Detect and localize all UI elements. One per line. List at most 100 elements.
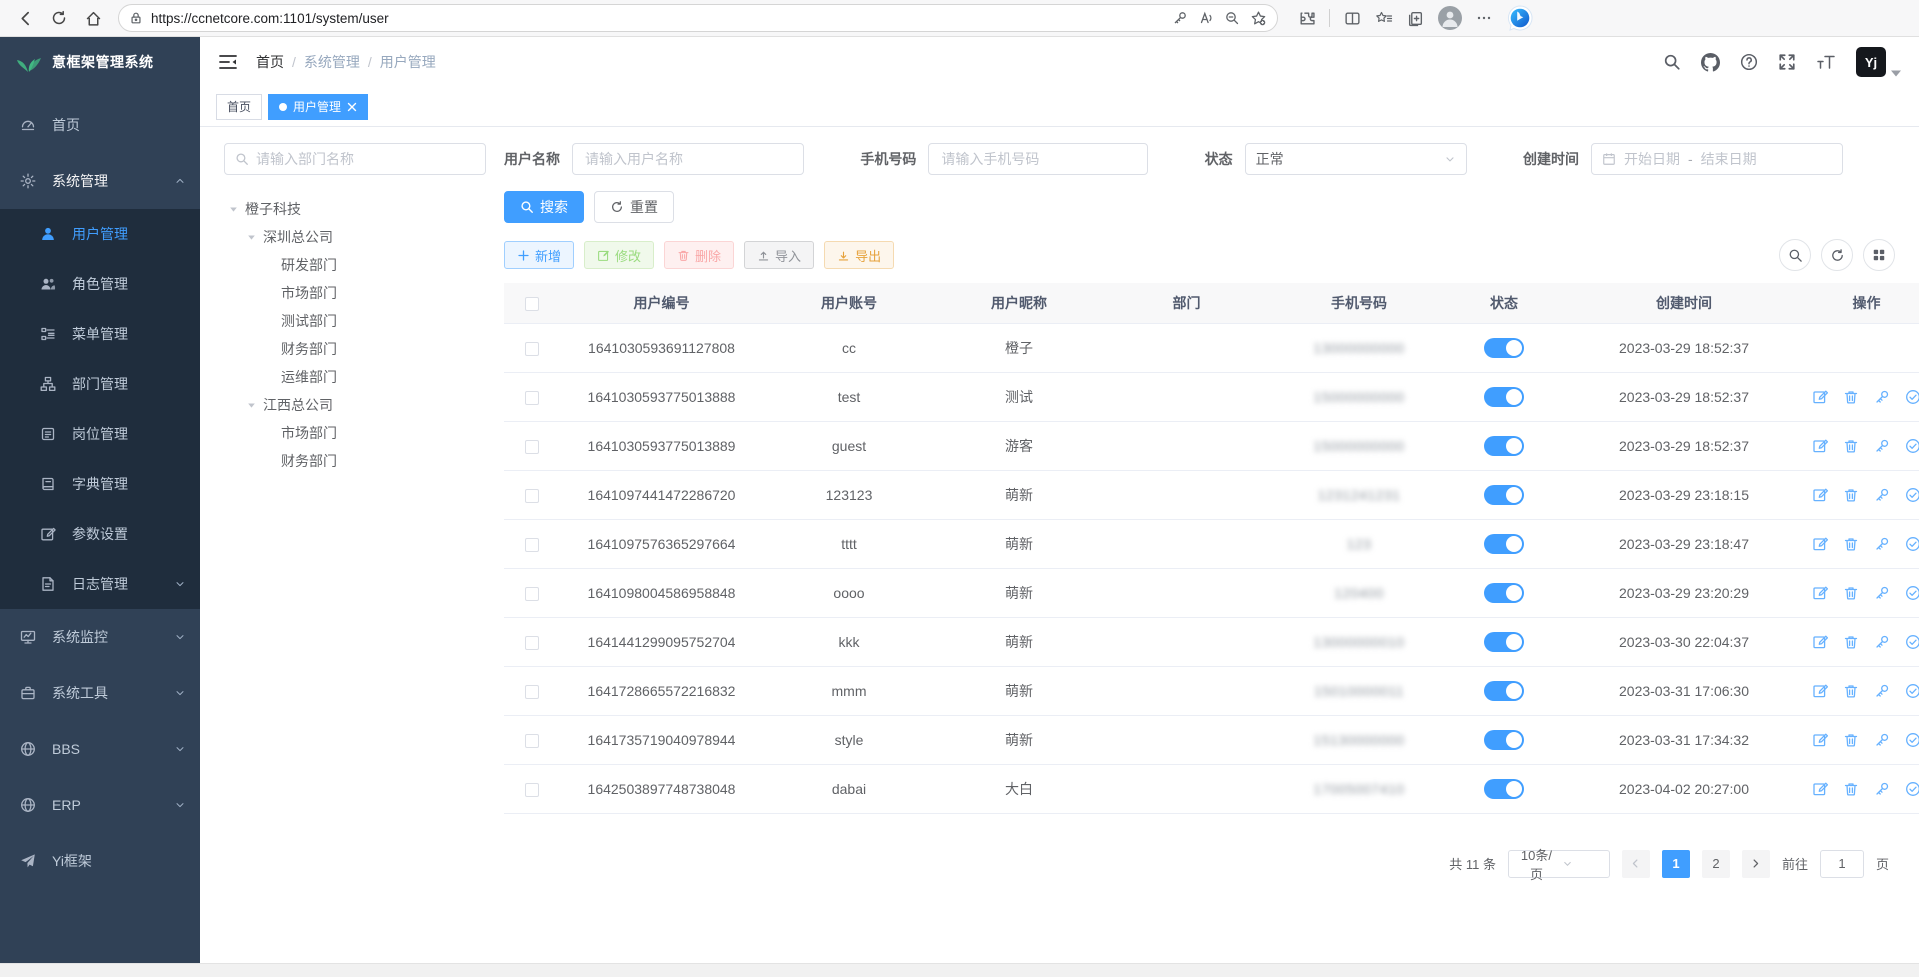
delete-icon[interactable] <box>1843 634 1859 650</box>
split-screen-icon[interactable] <box>1344 10 1361 27</box>
tree-node[interactable]: 市场部门 <box>281 285 337 301</box>
edit-icon[interactable] <box>1812 781 1828 797</box>
edit-icon[interactable] <box>1812 536 1828 552</box>
row-checkbox[interactable] <box>524 488 539 503</box>
edit-icon[interactable] <box>1812 585 1828 601</box>
edit-icon[interactable] <box>1812 634 1828 650</box>
row-checkbox[interactable] <box>524 439 539 454</box>
date-range-picker[interactable]: 开始日期 - 结束日期 <box>1590 143 1843 175</box>
sidebar-item-role-management[interactable]: 角色管理 <box>0 259 200 309</box>
edit-icon[interactable] <box>1812 732 1828 748</box>
zoom-out-icon[interactable] <box>1224 10 1240 26</box>
status-toggle[interactable] <box>1484 582 1524 603</box>
reset-password-icon[interactable] <box>1874 389 1890 405</box>
username-input[interactable] <box>572 143 804 175</box>
row-checkbox[interactable] <box>524 635 539 650</box>
delete-icon[interactable] <box>1843 536 1859 552</box>
tree-node[interactable]: 测试部门 <box>281 313 337 329</box>
add-button[interactable]: 新增 <box>504 241 575 269</box>
edit-icon[interactable] <box>1812 389 1828 405</box>
help-icon[interactable] <box>1740 53 1758 71</box>
add-favorite-icon[interactable] <box>1250 10 1267 27</box>
reset-password-icon[interactable] <box>1874 536 1890 552</box>
row-checkbox[interactable] <box>524 684 539 699</box>
search-button[interactable]: 搜索 <box>504 191 584 223</box>
password-key-icon[interactable] <box>1172 10 1188 26</box>
sidebar-item-post-management[interactable]: 岗位管理 <box>0 409 200 459</box>
sidebar-item-system-tools[interactable]: 系统工具 <box>0 665 200 721</box>
sidebar-item-dept-management[interactable]: 部门管理 <box>0 359 200 409</box>
delete-icon[interactable] <box>1843 781 1859 797</box>
status-toggle[interactable] <box>1484 435 1524 456</box>
column-settings-button[interactable] <box>1863 239 1895 271</box>
reset-password-icon[interactable] <box>1874 438 1890 454</box>
row-checkbox[interactable] <box>524 586 539 601</box>
home-icon[interactable] <box>78 4 108 32</box>
modify-button[interactable]: 修改 <box>584 241 655 269</box>
delete-icon[interactable] <box>1843 683 1859 699</box>
import-button[interactable]: 导入 <box>744 241 815 269</box>
bing-chat-icon[interactable] <box>1506 4 1534 32</box>
assign-role-icon[interactable] <box>1905 487 1919 503</box>
edit-icon[interactable] <box>1812 487 1828 503</box>
extensions-icon[interactable] <box>1298 10 1315 27</box>
collapse-sidebar-icon[interactable] <box>218 53 238 71</box>
dept-search-input[interactable] <box>256 151 475 167</box>
tree-node[interactable]: 橙子科技 <box>224 195 486 223</box>
font-size-icon[interactable] <box>1816 53 1836 71</box>
close-tab-icon[interactable] <box>347 102 357 112</box>
search-icon[interactable] <box>1663 53 1681 71</box>
assign-role-icon[interactable] <box>1905 536 1919 552</box>
tree-node[interactable]: 深圳总公司 <box>224 223 486 251</box>
lock-icon[interactable] <box>129 11 143 25</box>
tree-node[interactable]: 研发部门 <box>281 257 337 273</box>
favorites-icon[interactable] <box>1375 10 1393 27</box>
read-aloud-icon[interactable] <box>1198 10 1214 26</box>
prev-page-button[interactable] <box>1621 849 1650 878</box>
assign-role-icon[interactable] <box>1905 585 1919 601</box>
breadcrumb-home[interactable]: 首页 <box>256 54 284 70</box>
delete-icon[interactable] <box>1843 438 1859 454</box>
sidebar-item-log-management[interactable]: 日志管理 <box>0 559 200 609</box>
tree-node[interactable]: 财务部门 <box>281 341 337 357</box>
assign-role-icon[interactable] <box>1905 438 1919 454</box>
show-search-toggle-button[interactable] <box>1779 239 1811 271</box>
github-icon[interactable] <box>1701 52 1720 72</box>
page-button-1[interactable]: 1 <box>1661 849 1690 878</box>
delete-icon[interactable] <box>1843 389 1859 405</box>
select-all-checkbox[interactable] <box>524 296 539 311</box>
sidebar-item-menu-management[interactable]: 菜单管理 <box>0 309 200 359</box>
horizontal-scrollbar[interactable] <box>0 963 1919 977</box>
status-toggle[interactable] <box>1484 484 1524 505</box>
refresh-table-button[interactable] <box>1821 239 1853 271</box>
sidebar-item-erp[interactable]: ERP <box>0 777 200 833</box>
sidebar-item-yi-framework[interactable]: Yi框架 <box>0 833 200 889</box>
edit-icon[interactable] <box>1812 683 1828 699</box>
sidebar-item-bbs[interactable]: BBS <box>0 721 200 777</box>
reset-password-icon[interactable] <box>1874 634 1890 650</box>
refresh-icon[interactable] <box>44 4 74 32</box>
sidebar-item-user-management[interactable]: 用户管理 <box>0 209 200 259</box>
more-menu-icon[interactable] <box>1476 10 1492 26</box>
tree-node[interactable]: 财务部门 <box>281 453 337 469</box>
sidebar-item-system-monitor[interactable]: 系统监控 <box>0 609 200 665</box>
tab-user-management[interactable]: 用户管理 <box>268 93 369 120</box>
status-toggle[interactable] <box>1484 631 1524 652</box>
assign-role-icon[interactable] <box>1905 683 1919 699</box>
app-logo[interactable]: 意框架管理系统 <box>0 37 200 87</box>
assign-role-icon[interactable] <box>1905 634 1919 650</box>
assign-role-icon[interactable] <box>1905 389 1919 405</box>
reset-password-icon[interactable] <box>1874 732 1890 748</box>
status-select[interactable]: 正常 <box>1244 143 1467 175</box>
goto-page-input[interactable] <box>1819 849 1864 878</box>
reset-password-icon[interactable] <box>1874 683 1890 699</box>
reset-button[interactable]: 重置 <box>594 191 674 223</box>
next-page-button[interactable] <box>1741 849 1770 878</box>
edit-icon[interactable] <box>1812 438 1828 454</box>
sidebar-item-param-settings[interactable]: 参数设置 <box>0 509 200 559</box>
page-button-2[interactable]: 2 <box>1701 849 1730 878</box>
reset-password-icon[interactable] <box>1874 487 1890 503</box>
tab-home[interactable]: 首页 <box>216 93 263 120</box>
status-toggle[interactable] <box>1484 778 1524 799</box>
export-button[interactable]: 导出 <box>824 241 895 269</box>
